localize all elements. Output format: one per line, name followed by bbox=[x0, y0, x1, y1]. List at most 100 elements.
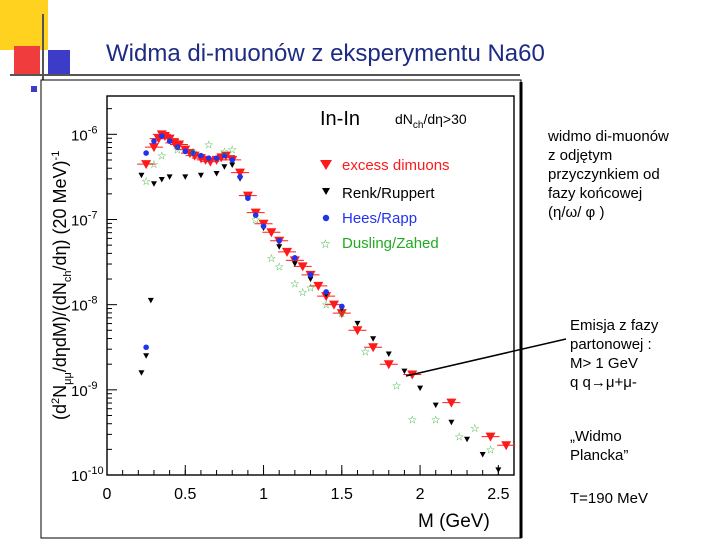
y-tick-label: 10-6 bbox=[71, 124, 97, 144]
point-dusling-zahed: ☆ bbox=[157, 151, 167, 163]
point-dusling-zahed: ☆ bbox=[431, 415, 441, 427]
point-renk-ruppert bbox=[448, 419, 455, 426]
note1-line: z odjętym bbox=[548, 147, 613, 164]
point-dusling-zahed: ☆ bbox=[188, 146, 198, 158]
point-renk-ruppert bbox=[495, 467, 502, 473]
x-axis-label: M (GeV) bbox=[418, 511, 490, 532]
y-tick-label: 10-10 bbox=[71, 465, 104, 485]
point-renk-ruppert bbox=[417, 385, 424, 392]
point-renk-ruppert bbox=[197, 172, 204, 179]
point-hees-rapp bbox=[158, 133, 165, 139]
note1-line: przyczynkiem od bbox=[548, 166, 660, 183]
point-hees-rapp bbox=[221, 152, 228, 159]
note-subtracted-spectrum: widmo di-muonów z odjętym przyczynkiem o… bbox=[548, 127, 669, 222]
point-dusling-zahed: ☆ bbox=[454, 432, 464, 444]
point-hees-rapp bbox=[307, 272, 314, 278]
point-renk-ruppert bbox=[166, 174, 173, 180]
point-hees-rapp bbox=[143, 344, 149, 351]
x-tick-label: 2 bbox=[416, 486, 425, 503]
point-hees-rapp bbox=[213, 155, 220, 161]
legend-marker-renk-ruppert bbox=[322, 188, 330, 195]
point-hees-rapp bbox=[292, 255, 298, 261]
note2-line: partonowej : bbox=[570, 336, 652, 353]
data-marks: ☆☆☆ ☆ ☆☆☆☆☆☆☆☆☆☆☆☆☆☆☆ ☆☆☆☆ bbox=[137, 130, 516, 473]
legend-label-hees-rapp: Hees/Rapp bbox=[342, 210, 417, 227]
deco-yellow-square bbox=[0, 0, 48, 50]
point-hees-rapp bbox=[339, 303, 345, 310]
note2-line: q q→μ+μ- bbox=[570, 374, 637, 391]
point-renk-ruppert bbox=[464, 436, 471, 443]
point-renk-ruppert bbox=[229, 162, 236, 168]
note1-line: (η/ω/ φ ) bbox=[548, 204, 605, 221]
deco-vertical-line bbox=[42, 14, 44, 84]
point-renk-ruppert bbox=[158, 176, 165, 183]
point-renk-ruppert bbox=[291, 261, 298, 267]
point-hees-rapp bbox=[252, 212, 259, 219]
point-hees-rapp bbox=[205, 155, 212, 161]
slide-title: Widma di-muonów z eksperymentu Na60 bbox=[106, 40, 545, 67]
point-dusling-zahed: ☆ bbox=[486, 444, 496, 456]
point-hees-rapp bbox=[198, 152, 204, 159]
point-renk-ruppert bbox=[143, 353, 150, 359]
x-tick-label: 0.5 bbox=[174, 486, 196, 503]
point-dusling-zahed: ☆ bbox=[337, 308, 347, 320]
legend-label-dusling-zahed: Dusling/Zahed bbox=[342, 235, 439, 252]
deco-red-square bbox=[14, 46, 40, 74]
chart-frame bbox=[40, 79, 522, 539]
note-temperature: T=190 MeV bbox=[570, 490, 648, 507]
point-dusling-zahed: ☆ bbox=[173, 145, 183, 157]
point-hees-rapp bbox=[237, 174, 243, 180]
point-hees-rapp bbox=[245, 195, 251, 202]
point-dusling-zahed: ☆ bbox=[251, 214, 261, 226]
point-renk-ruppert bbox=[479, 452, 486, 458]
point-hees-rapp bbox=[174, 144, 181, 150]
point-dusling-zahed: ☆ bbox=[149, 159, 159, 171]
annotation-arrow bbox=[405, 338, 567, 377]
point-dusling-zahed: ☆ bbox=[141, 176, 151, 188]
y-tick-label: 10-7 bbox=[71, 209, 97, 229]
point-hees-rapp bbox=[323, 289, 329, 295]
point-dusling-zahed: ☆ bbox=[290, 278, 300, 290]
point-renk-ruppert bbox=[221, 164, 228, 170]
point-renk-ruppert bbox=[370, 336, 377, 342]
legend-marker-dusling-zahed: ☆ bbox=[320, 237, 331, 251]
deco-horizontal-line bbox=[10, 74, 520, 76]
point-renk-ruppert bbox=[354, 320, 361, 327]
point-dusling-zahed: ☆ bbox=[470, 423, 480, 435]
chart-title: In-In bbox=[320, 108, 360, 130]
note1-line: widmo di-muonów bbox=[548, 128, 669, 145]
point-hees-rapp bbox=[151, 138, 157, 144]
point-renk-ruppert bbox=[182, 174, 189, 180]
point-hees-rapp bbox=[229, 157, 236, 163]
point-dusling-zahed: ☆ bbox=[360, 347, 370, 359]
point-dusling-zahed: ☆ bbox=[274, 261, 284, 273]
point-dusling-zahed: ☆ bbox=[321, 300, 331, 312]
legend-marker-excess-dimuons bbox=[320, 160, 332, 170]
point-hees-rapp bbox=[182, 148, 189, 155]
point-dusling-zahed: ☆ bbox=[266, 253, 276, 265]
y-tick-label: 10-9 bbox=[71, 380, 97, 400]
legend-label-renk-ruppert: Renk/Ruppert bbox=[342, 185, 435, 202]
point-dusling-zahed: ☆ bbox=[306, 283, 316, 295]
point-renk-ruppert bbox=[150, 181, 157, 187]
legend-marker-hees-rapp bbox=[322, 214, 330, 222]
point-hees-rapp bbox=[276, 237, 282, 244]
point-dusling-zahed: ☆ bbox=[407, 415, 417, 427]
point-dusling-zahed: ☆ bbox=[227, 145, 237, 157]
deco-blue-square bbox=[48, 50, 70, 74]
note2-line: Emisja z fazy bbox=[570, 317, 659, 334]
point-renk-ruppert bbox=[307, 276, 314, 283]
point-renk-ruppert bbox=[138, 370, 145, 376]
x-tick-label: 1.5 bbox=[331, 486, 353, 503]
x-tick-label: 0 bbox=[103, 486, 112, 503]
legend-label-excess-dimuons: excess dimuons bbox=[342, 157, 450, 174]
x-tick-label: 1 bbox=[259, 486, 268, 503]
note3-line: „Widmo bbox=[570, 428, 622, 445]
point-renk-ruppert bbox=[401, 368, 408, 375]
note-partonic-emission: Emisja z fazy partonowej : M> 1 GeV q q→… bbox=[570, 316, 658, 392]
note1-line: fazy końcowej bbox=[548, 185, 643, 202]
legend: excess dimuons Renk/Ruppert Hees/Rapp ☆ … bbox=[320, 157, 450, 252]
deco-bullet bbox=[31, 86, 37, 92]
point-renk-ruppert bbox=[138, 172, 145, 179]
point-hees-rapp bbox=[190, 150, 196, 156]
